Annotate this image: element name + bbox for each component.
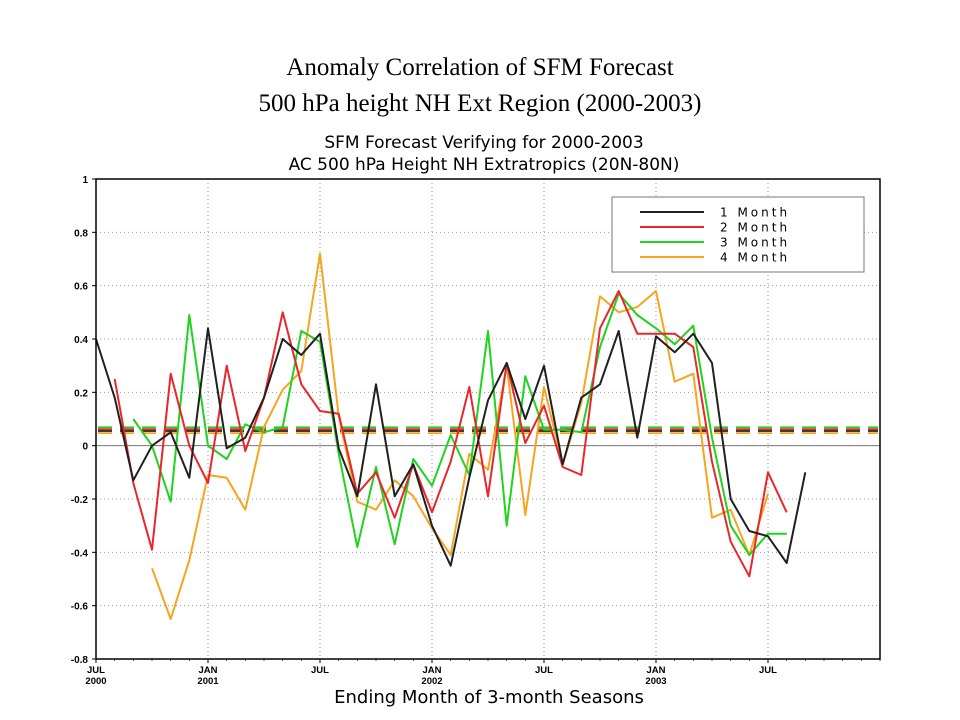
legend-label: 3 Month [720,236,790,250]
chart-title: SFM Forecast Verifying for 2000-2003 [324,133,643,153]
y-tick-label: -0.4 [71,548,89,559]
x-axis-label: Ending Month of 3-month Seasons [334,687,644,708]
legend-label: 4 Month [720,251,790,265]
x-tick-label: JUL [535,665,553,676]
y-tick-label: 0 [82,442,88,453]
x-tick-label: JUL [759,665,777,676]
series-line-3-month [132,292,787,556]
y-tick-label: 0.2 [74,388,88,399]
chart-subtitle: AC 500 hPa Height NH Extratropics (20N-8… [289,155,680,175]
legend-label: 2 Month [720,221,790,235]
x-tick-label: JAN [646,665,665,676]
x-tick-label: JUL [311,665,329,676]
y-tick-label: 0.6 [74,282,88,293]
slide-title-line2: 500 hPa height NH Ext Region (2000-2003) [258,90,702,117]
x-tick-year-label: 2003 [645,676,666,687]
series-line-4-month [151,252,769,620]
legend-label: 1 Month [720,206,790,220]
y-tick-label: 0.8 [74,228,88,239]
x-tick-label: JAN [198,665,217,676]
y-tick-label: 1 [82,175,88,186]
slide-title-line1: Anomaly Correlation of SFM Forecast [286,54,674,81]
y-tick-label: 0.4 [74,335,88,346]
reference-lines [98,426,878,435]
x-tick-label: JAN [422,665,441,676]
y-tick-label: -0.6 [71,602,89,613]
axis-layer: 10.80.60.40.20-0.2-0.4-0.6-0.8JUL2000JAN… [71,175,881,687]
y-tick-label: -0.2 [71,495,89,506]
y-tick-label: -0.8 [71,655,89,666]
series-line-1-month [95,327,807,567]
series-layer [95,252,807,620]
series-line-2-month [113,290,788,578]
x-tick-year-label: 2000 [85,676,106,687]
x-tick-year-label: 2002 [421,676,442,687]
legend-box [611,196,865,273]
x-tick-year-label: 2001 [197,676,219,687]
x-tick-label: JUL [87,665,105,676]
